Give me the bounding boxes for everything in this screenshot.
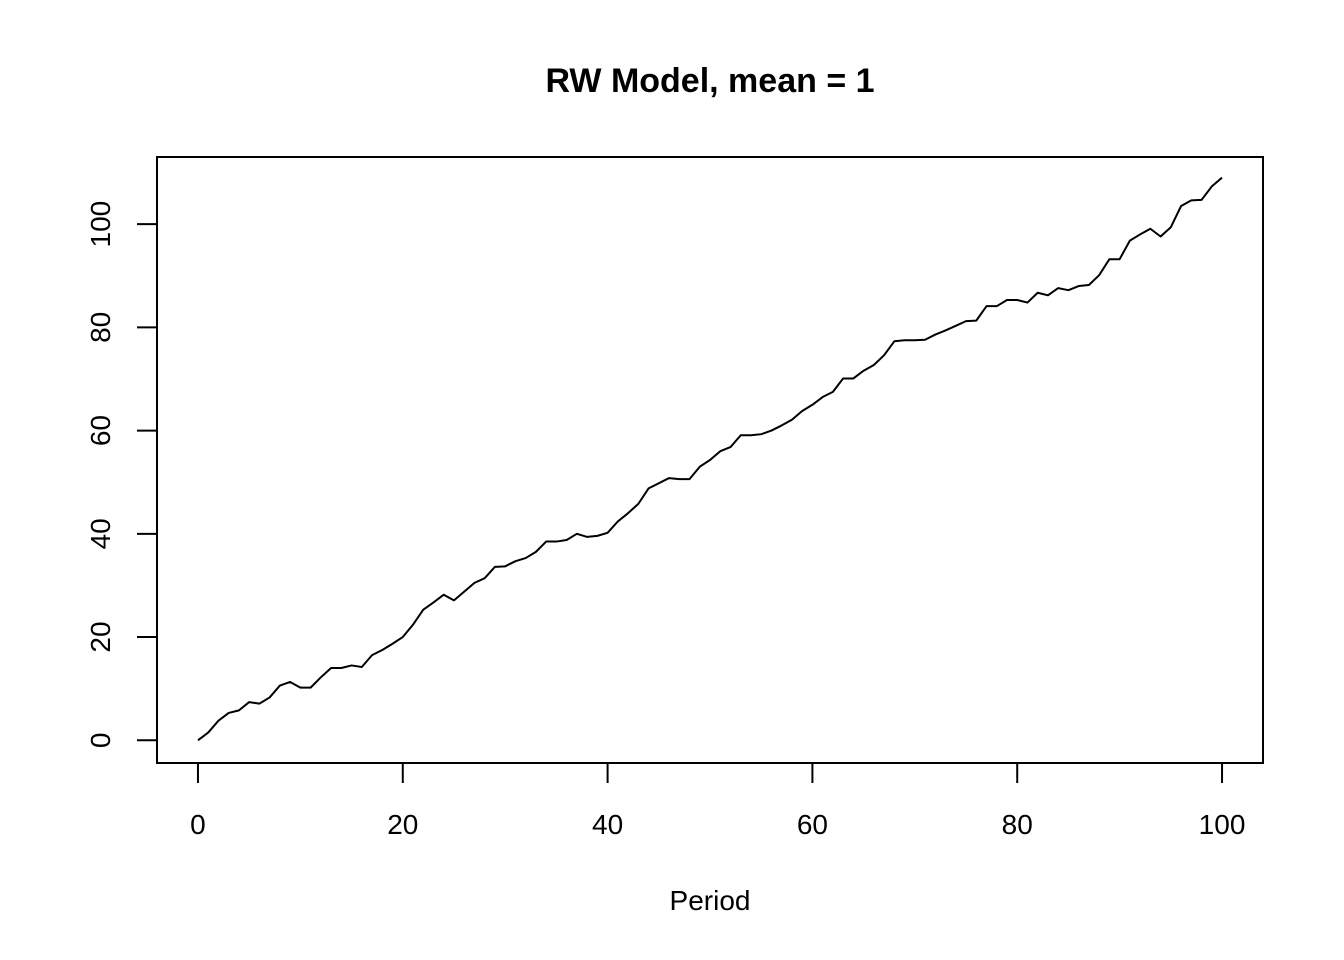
x-tick-label: 0 (190, 809, 206, 840)
x-tick-label: 80 (1002, 809, 1033, 840)
x-axis-label: Period (670, 885, 751, 916)
y-tick-label: 100 (85, 201, 116, 248)
x-tick-label: 100 (1199, 809, 1246, 840)
series-line (197, 176, 1223, 742)
series-layer (197, 176, 1223, 742)
y-tick-label: 20 (85, 621, 116, 652)
x-axis: 0 20 40 60 80 100 (190, 762, 1246, 840)
x-tick-label: 20 (387, 809, 418, 840)
y-tick-label: 40 (85, 518, 116, 549)
x-tick-label: 40 (592, 809, 623, 840)
chart-title: RW Model, mean = 1 (545, 62, 874, 100)
y-axis: 0 20 40 60 80 100 (85, 201, 158, 748)
y-tick-label: 0 (85, 732, 116, 748)
y-tick-label: 60 (85, 415, 116, 446)
y-tick-label: 80 (85, 312, 116, 343)
x-tick-label: 60 (797, 809, 828, 840)
